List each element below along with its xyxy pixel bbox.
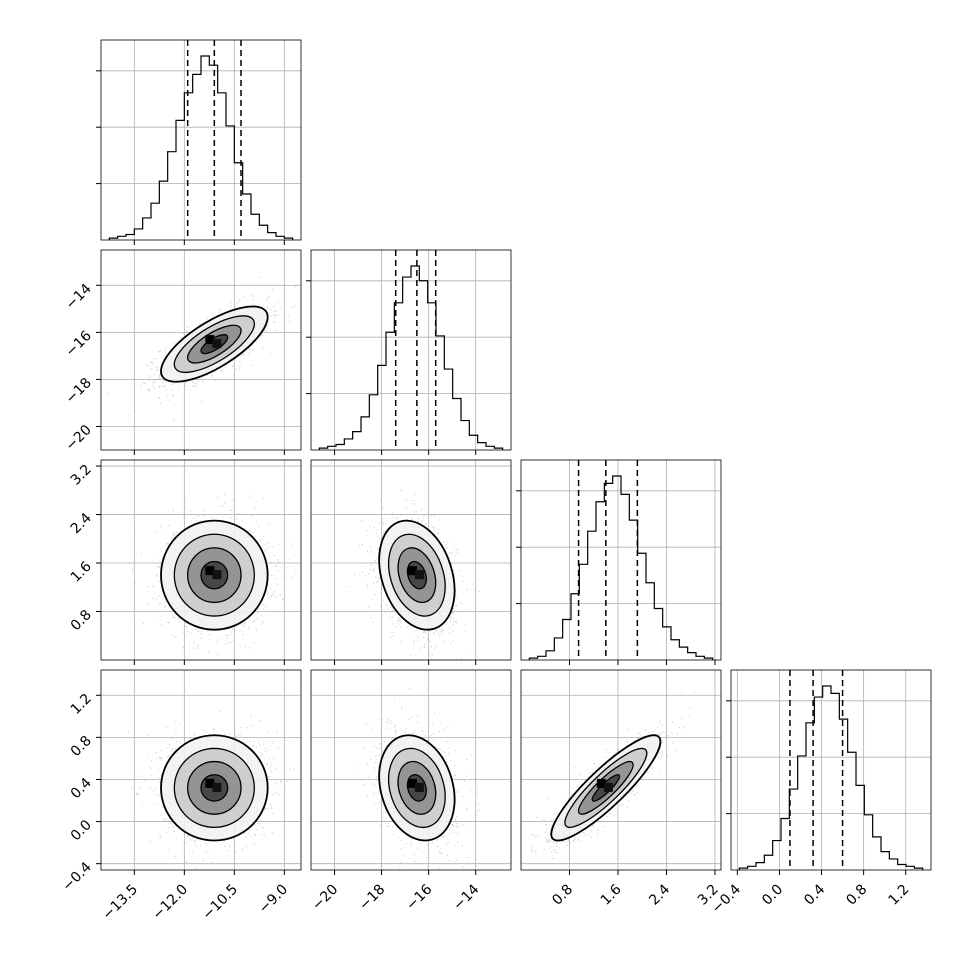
x-ticks-4-2: −20 −18 −16 −14 xyxy=(309,870,483,914)
density-peak xyxy=(212,339,222,349)
y-tick-label: −20 xyxy=(63,422,95,454)
density-peak xyxy=(414,570,424,580)
y-tick-label: 3.2 xyxy=(68,462,95,489)
density-peak xyxy=(414,782,424,792)
y-tick-label: 0.8 xyxy=(68,607,95,634)
x-tick-label: −14 xyxy=(450,881,482,913)
x-ticks-2-2 xyxy=(334,450,477,455)
x-ticks-4-4: −0.4 0.0 0.4 0.8 1.2 xyxy=(709,870,913,917)
x-tick-label: 2.4 xyxy=(646,881,673,908)
pair-panel-4-3 xyxy=(520,669,722,871)
density-peak xyxy=(596,778,606,788)
marginal-panel-2 xyxy=(306,249,512,451)
x-ticks-3-3 xyxy=(568,660,716,665)
panel-frame xyxy=(310,459,512,661)
panel-content xyxy=(348,489,480,660)
panel-content xyxy=(128,700,295,869)
panel-frame xyxy=(310,249,512,451)
x-tick-label: 0.8 xyxy=(549,882,576,909)
histogram-step xyxy=(318,265,504,450)
y-tick-label: 0.4 xyxy=(68,775,95,802)
marginal-panel-1 xyxy=(96,39,302,241)
pair-panel-4-2 xyxy=(310,669,512,871)
x-tick-label: −16 xyxy=(403,881,435,913)
panel-content xyxy=(355,688,481,869)
panel-content xyxy=(531,691,695,860)
y-tick-label: 1.6 xyxy=(68,558,95,585)
density-peak xyxy=(205,778,215,788)
pair-panel-3-1: 0.8 1.6 2.4 3.2 xyxy=(68,459,302,661)
x-tick-label: −18 xyxy=(356,882,388,914)
panel-frame xyxy=(310,669,512,871)
x-tick-label: 1.2 xyxy=(886,882,913,909)
panel-background xyxy=(731,670,931,870)
panel-frame xyxy=(100,669,302,871)
x-ticks-3-2 xyxy=(334,660,477,665)
panel-frame xyxy=(100,459,302,661)
x-ticks-1-1 xyxy=(133,240,285,245)
panel-content xyxy=(106,276,301,422)
y-tick-label: 0.0 xyxy=(68,817,95,844)
density-peak xyxy=(212,570,222,580)
x-tick-label: 0.0 xyxy=(759,882,786,909)
x-tick-label: −20 xyxy=(309,882,341,914)
x-tick-label: −13.5 xyxy=(100,882,142,924)
x-ticks-4-1: −13.5 −12.0 −10.5 −9.0 xyxy=(100,870,291,924)
panel-frame xyxy=(730,669,932,871)
density-peak xyxy=(212,782,222,792)
x-ticks-3-1 xyxy=(133,660,285,665)
density-peak xyxy=(407,566,417,576)
y-tick-label: −0.4 xyxy=(59,859,94,894)
histogram-step xyxy=(738,685,924,870)
y-tick-label: −18 xyxy=(63,375,95,407)
density-peak xyxy=(407,778,417,788)
panel-background xyxy=(311,250,511,450)
y-tick-label: 1.2 xyxy=(68,691,95,718)
histogram-step xyxy=(108,55,294,240)
x-tick-label: −12.0 xyxy=(150,882,192,924)
marginal-panel-4 xyxy=(726,669,932,871)
panel-content xyxy=(128,494,297,660)
density-peak xyxy=(205,335,215,345)
y-tick-label: 0.8 xyxy=(68,733,95,760)
panel-frame xyxy=(520,669,722,871)
panel-frame xyxy=(520,459,722,661)
pair-panel-2-1: −20 −18 −16 −14 xyxy=(63,249,302,454)
density-peak xyxy=(205,566,215,576)
panel-frame xyxy=(100,249,302,451)
x-tick-label: 1.6 xyxy=(598,881,625,908)
pair-panel-3-2 xyxy=(310,459,512,661)
x-ticks-2-1 xyxy=(133,450,285,455)
x-tick-label: 0.8 xyxy=(843,882,870,909)
panel-frame xyxy=(100,39,302,241)
histogram-step xyxy=(528,475,714,660)
pair-panel-4-1: −0.4 0.0 0.4 0.8 1.2 xyxy=(59,669,302,895)
x-tick-label: −10.5 xyxy=(200,882,242,924)
y-tick-label: −16 xyxy=(63,328,95,360)
x-ticks-4-3: 0.8 1.6 2.4 3.2 xyxy=(549,870,722,909)
x-tick-label: −9.0 xyxy=(256,882,291,917)
x-tick-label: 0.4 xyxy=(801,881,828,908)
density-peak xyxy=(603,782,613,792)
marginal-panel-3 xyxy=(516,459,722,661)
y-tick-label: 2.4 xyxy=(68,510,95,537)
y-tick-label: −14 xyxy=(63,281,95,313)
